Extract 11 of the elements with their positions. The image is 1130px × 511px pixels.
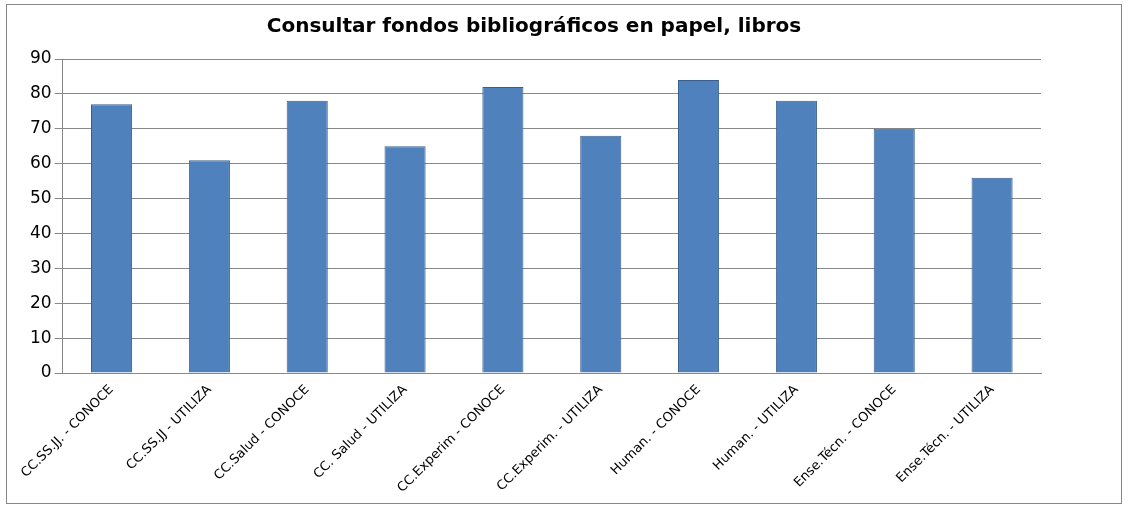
y-tick-label: 80	[29, 82, 52, 103]
y-tick-label: 60	[29, 152, 52, 173]
y-tick-label: 30	[29, 256, 52, 277]
y-tick-label: 70	[29, 117, 52, 138]
y-tick-label: 20	[29, 291, 52, 312]
y-tick-label: 50	[29, 186, 52, 207]
chart-title: Consultar fondos bibliográficos en papel, libros	[266, 13, 802, 38]
y-tick-label: 90	[29, 47, 52, 68]
y-tick-label: 0	[40, 361, 52, 382]
y-tick-label: 40	[29, 221, 52, 242]
y-tick-label: 10	[29, 326, 52, 347]
